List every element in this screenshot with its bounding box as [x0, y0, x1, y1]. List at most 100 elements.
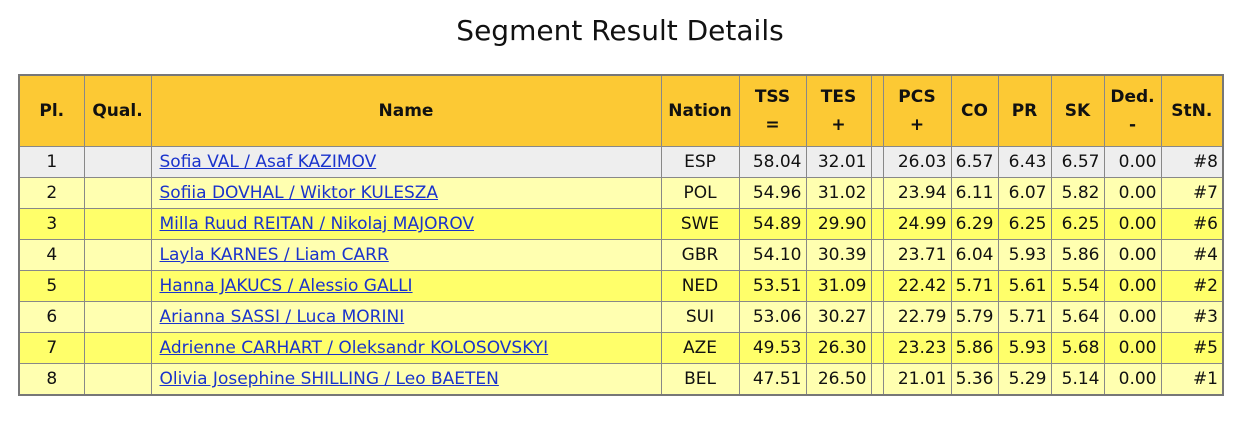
spacer-cell [870, 208, 884, 240]
column-header: TES + [805, 74, 872, 147]
spacer-cell [870, 332, 884, 364]
nation-cell: NED [660, 270, 740, 302]
name-cell: Olivia Josephine SHILLING / Leo BAETEN [150, 363, 662, 396]
tss-cell: 54.89 [738, 208, 807, 240]
nation-cell: SWE [660, 208, 740, 240]
pr-cell: 5.71 [997, 301, 1052, 333]
sk-cell: 5.68 [1050, 332, 1105, 364]
skater-link[interactable]: Adrienne CARHART / Oleksandr KOLOSOVSKYI [159, 338, 549, 358]
co-cell: 6.29 [950, 208, 999, 240]
ded-cell: 0.00 [1103, 239, 1162, 271]
tss-cell: 53.06 [738, 301, 807, 333]
spacer-cell [870, 146, 884, 178]
skater-link[interactable]: Hanna JAKUCS / Alessio GALLI [159, 276, 413, 296]
co-cell: 6.11 [950, 177, 999, 209]
qual-cell [83, 301, 152, 333]
co-cell: 5.36 [950, 363, 999, 396]
pr-cell: 5.93 [997, 332, 1052, 364]
tes-cell: 30.27 [805, 301, 872, 333]
column-label: TSS [754, 87, 791, 107]
place-cell: 5 [18, 270, 85, 302]
nation-cell: SUI [660, 301, 740, 333]
place-cell: 6 [18, 301, 85, 333]
qual-cell [83, 146, 152, 178]
qual-cell [83, 363, 152, 396]
sk-cell: 5.64 [1050, 301, 1105, 333]
column-header: CO [950, 74, 999, 147]
co-cell: 6.04 [950, 239, 999, 271]
pr-cell: 5.93 [997, 239, 1052, 271]
tes-cell: 26.50 [805, 363, 872, 396]
column-header: PR [997, 74, 1052, 147]
column-label: PCS [898, 87, 936, 107]
pcs-cell: 23.71 [882, 239, 952, 271]
column-label: CO [961, 101, 988, 121]
tss-cell: 49.53 [738, 332, 807, 364]
sk-cell: 5.86 [1050, 239, 1105, 271]
column-sign: = [765, 115, 780, 135]
column-header: Pl. [18, 74, 85, 147]
spacer-cell [870, 301, 884, 333]
result-row: 2 Sofiia DOVHAL / Wiktor KULESZA POL 54.96 3… [18, 177, 1224, 209]
sk-cell: 6.25 [1050, 208, 1105, 240]
sk-cell: 5.82 [1050, 177, 1105, 209]
nation-cell: POL [660, 177, 740, 209]
tss-cell: 54.10 [738, 239, 807, 271]
skater-link[interactable]: Olivia Josephine SHILLING / Leo BAETEN [159, 369, 499, 389]
tes-cell: 26.30 [805, 332, 872, 364]
qual-cell [83, 270, 152, 302]
results-table: Pl. Qual. Name Nation TSS = TES + PCS + CO PR SK Ded.… [18, 74, 1224, 396]
tss-cell: 53.51 [738, 270, 807, 302]
result-row: 4 Layla KARNES / Liam CARR GBR 54.10 30.39 23… [18, 239, 1224, 271]
tes-cell: 29.90 [805, 208, 872, 240]
pr-cell: 5.29 [997, 363, 1052, 396]
stn-cell: #7 [1160, 177, 1224, 209]
nation-cell: GBR [660, 239, 740, 271]
place-cell: 4 [18, 239, 85, 271]
column-label: Pl. [39, 101, 65, 121]
stn-cell: #4 [1160, 239, 1224, 271]
qual-cell [83, 177, 152, 209]
stn-cell: #1 [1160, 363, 1224, 396]
place-cell: 7 [18, 332, 85, 364]
column-label: StN. [1171, 101, 1213, 121]
skater-link[interactable]: Arianna SASSI / Luca MORINI [159, 307, 405, 327]
skater-link[interactable]: Milla Ruud REITAN / Nikolaj MAJOROV [159, 214, 475, 234]
column-label: Qual. [92, 101, 143, 121]
tss-cell: 54.96 [738, 177, 807, 209]
ded-cell: 0.00 [1103, 270, 1162, 302]
skater-link[interactable]: Sofia VAL / Asaf KAZIMOV [159, 152, 377, 172]
column-label: Name [378, 101, 434, 121]
nation-cell: BEL [660, 363, 740, 396]
sk-cell: 6.57 [1050, 146, 1105, 178]
tes-cell: 30.39 [805, 239, 872, 271]
ded-cell: 0.00 [1103, 332, 1162, 364]
ded-cell: 0.00 [1103, 363, 1162, 396]
result-row: 1 Sofia VAL / Asaf KAZIMOV ESP 58.04 32.01 26… [18, 146, 1224, 178]
name-cell: Adrienne CARHART / Oleksandr KOLOSOVSKYI [150, 332, 662, 364]
result-row: 5 Hanna JAKUCS / Alessio GALLI NED 53.51 31.… [18, 270, 1224, 302]
qual-cell [83, 208, 152, 240]
skater-link[interactable]: Sofiia DOVHAL / Wiktor KULESZA [159, 183, 439, 203]
result-row: 7 Adrienne CARHART / Oleksandr KOLOSOVSKY… [18, 332, 1224, 364]
tes-cell: 31.02 [805, 177, 872, 209]
page-title: Segment Result Details [456, 14, 784, 47]
co-cell: 5.79 [950, 301, 999, 333]
result-row: 6 Arianna SASSI / Luca MORINI SUI 53.06 30.2… [18, 301, 1224, 333]
result-row: 8 Olivia Josephine SHILLING / Leo BAETEN B… [18, 363, 1224, 396]
header-row: Pl. Qual. Name Nation TSS = TES + PCS + CO PR SK Ded.… [18, 74, 1224, 147]
column-sign: + [831, 115, 846, 135]
stn-cell: #3 [1160, 301, 1224, 333]
pcs-cell: 22.79 [882, 301, 952, 333]
spacer-cell [870, 239, 884, 271]
sk-cell: 5.54 [1050, 270, 1105, 302]
spacer-cell [870, 363, 884, 396]
name-cell: Hanna JAKUCS / Alessio GALLI [150, 270, 662, 302]
place-cell: 8 [18, 363, 85, 396]
name-cell: Milla Ruud REITAN / Nikolaj MAJOROV [150, 208, 662, 240]
stn-cell: #2 [1160, 270, 1224, 302]
skater-link[interactable]: Layla KARNES / Liam CARR [159, 245, 389, 265]
co-cell: 5.71 [950, 270, 999, 302]
qual-cell [83, 239, 152, 271]
